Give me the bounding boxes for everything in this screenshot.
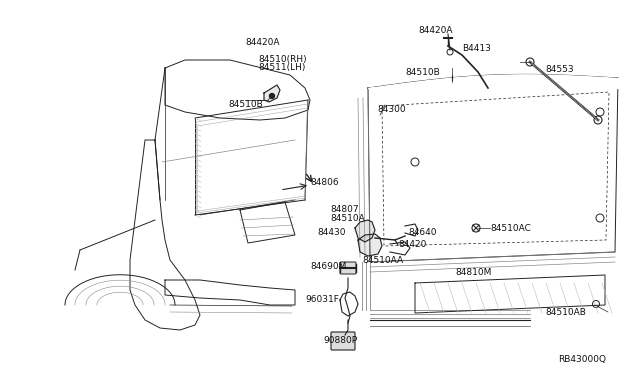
Text: B4413: B4413 xyxy=(462,44,491,53)
Text: 84510B: 84510B xyxy=(228,100,263,109)
Circle shape xyxy=(449,79,455,85)
Text: 84807: 84807 xyxy=(330,205,358,214)
Text: 96031F: 96031F xyxy=(305,295,339,304)
Text: 84510(RH): 84510(RH) xyxy=(258,55,307,64)
Text: 84510A: 84510A xyxy=(330,214,365,223)
Text: 84300: 84300 xyxy=(377,105,406,114)
Text: 84806: 84806 xyxy=(310,178,339,187)
Text: 84690M: 84690M xyxy=(310,262,346,271)
Polygon shape xyxy=(355,220,375,242)
Text: RB43000Q: RB43000Q xyxy=(558,355,606,364)
Text: 84510B: 84510B xyxy=(405,68,440,77)
Text: 84420: 84420 xyxy=(398,240,426,249)
Text: 84420A: 84420A xyxy=(245,38,280,47)
Circle shape xyxy=(269,93,275,99)
Text: 84553: 84553 xyxy=(545,65,573,74)
Text: 84420A: 84420A xyxy=(418,26,452,35)
FancyBboxPatch shape xyxy=(340,262,356,274)
Text: 84510AA: 84510AA xyxy=(362,256,403,265)
Text: 84511(LH): 84511(LH) xyxy=(258,63,305,72)
Polygon shape xyxy=(358,234,382,256)
Text: 84510AC: 84510AC xyxy=(490,224,531,233)
Text: 84810M: 84810M xyxy=(455,268,492,277)
Text: 84640: 84640 xyxy=(408,228,436,237)
FancyBboxPatch shape xyxy=(331,332,355,350)
Text: 84510AB: 84510AB xyxy=(545,308,586,317)
Text: 84430: 84430 xyxy=(317,228,346,237)
Text: 90880P: 90880P xyxy=(323,336,357,345)
Polygon shape xyxy=(264,85,280,102)
